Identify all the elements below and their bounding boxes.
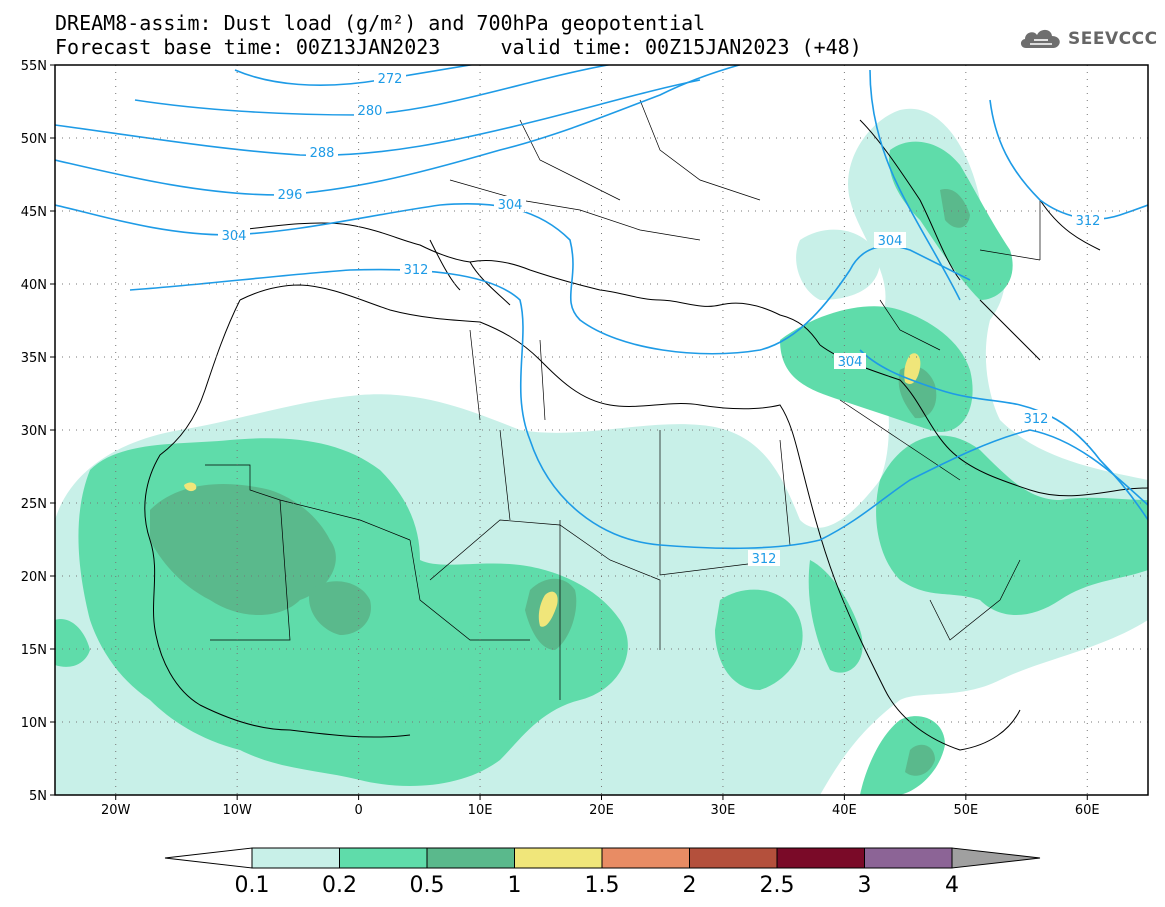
country-borders	[205, 99, 1041, 700]
lat-label: 35N	[21, 351, 47, 366]
lat-label: 5N	[29, 789, 47, 804]
seevccc-logo: SEEVCCC	[1018, 26, 1158, 52]
lon-label: 20E	[589, 803, 614, 818]
gridlines	[55, 65, 1148, 795]
contour-label-280: 280	[358, 104, 383, 119]
lon-label: 60E	[1075, 803, 1100, 818]
contour-label-312-b: 312	[1024, 412, 1049, 427]
title-line-2: Forecast base time: 00Z13JAN2023 valid t…	[55, 35, 862, 59]
latitude-labels: 5N 10N 15N 20N 25N 30N 35N 40N 45N 50N 55N	[21, 59, 47, 804]
contour-label-312-c: 312	[1076, 214, 1101, 229]
title-line-1: DREAM8-assim: Dust load (g/m²) and 700hP…	[55, 11, 706, 35]
colorbar-label: 0.1	[235, 873, 270, 898]
colorbar-swatch	[776, 847, 865, 869]
axis-ticks	[50, 64, 1088, 800]
colorbar-label: 2	[683, 873, 697, 898]
lat-label: 50N	[21, 132, 47, 147]
contour-label-304-b: 304	[498, 198, 523, 213]
geopotential-contours	[55, 65, 1148, 550]
contour-labels: 272 280 288 296 304 304 304 312 304 312 …	[218, 70, 1104, 567]
lon-label: 10E	[468, 803, 493, 818]
lon-label: 0	[354, 803, 362, 818]
dust-shading-peak	[184, 353, 921, 627]
coastlines	[144, 119, 1148, 751]
lat-label: 40N	[21, 278, 47, 293]
contour-label-312-d: 312	[752, 552, 777, 567]
colorbar-swatch	[514, 847, 603, 869]
lon-label: 40E	[832, 803, 857, 818]
lon-label: 10W	[222, 803, 252, 818]
contour-label-272: 272	[378, 72, 403, 87]
lon-label: 50E	[953, 803, 978, 818]
contour-label-312-a: 312	[404, 263, 429, 278]
contour-label-296: 296	[278, 188, 303, 203]
colorbar-label: 0.2	[322, 873, 357, 898]
lat-label: 45N	[21, 205, 47, 220]
colorbar-label: 4	[945, 873, 959, 898]
lat-label: 15N	[21, 643, 47, 658]
longitude-labels: 20W 10W 0 10E 20E 30E 40E 50E 60E	[101, 803, 1100, 818]
contour-label-304-c: 304	[878, 234, 903, 249]
colorbar-swatch	[689, 847, 778, 869]
colorbar-label: 3	[858, 873, 872, 898]
colorbar: 0.1 0.2 0.5 1 1.5 2 2.5 3 4	[164, 847, 1041, 898]
lat-label: 30N	[21, 424, 47, 439]
logo-text: SEEVCCC	[1068, 29, 1158, 49]
lat-label: 25N	[21, 497, 47, 512]
colorbar-swatch	[339, 847, 428, 869]
colorbar-over-arrow	[951, 847, 1041, 869]
cloud-icon	[1020, 29, 1060, 48]
lat-label: 55N	[21, 59, 47, 74]
colorbar-label: 0.5	[410, 873, 445, 898]
colorbar-swatch	[251, 847, 340, 869]
colorbar-swatch	[426, 847, 515, 869]
lat-label: 10N	[21, 716, 47, 731]
lon-label: 30E	[711, 803, 736, 818]
colorbar-under-arrow	[164, 847, 253, 869]
lon-label: 20W	[101, 803, 131, 818]
colorbar-label: 2.5	[760, 873, 795, 898]
contour-label-288: 288	[310, 146, 335, 161]
colorbar-label: 1	[508, 873, 522, 898]
colorbar-swatch	[864, 847, 953, 869]
colorbar-swatch	[601, 847, 690, 869]
colorbar-label: 1.5	[585, 873, 620, 898]
lat-label: 20N	[21, 570, 47, 585]
contour-label-304-a: 304	[222, 229, 247, 244]
contour-label-304-d: 304	[838, 355, 863, 370]
